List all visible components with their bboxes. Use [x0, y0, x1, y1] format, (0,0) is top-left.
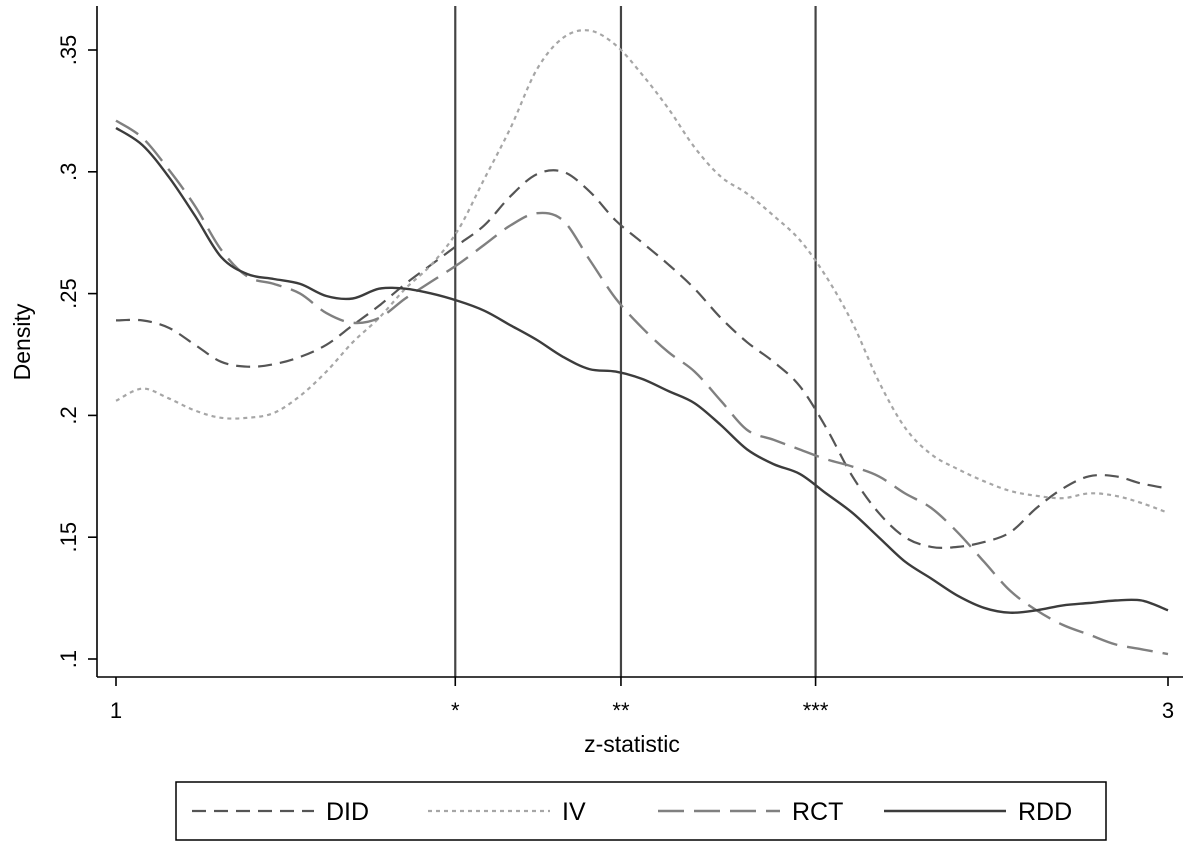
series-lines	[115, 29, 1169, 656]
y-tick-label-3: .25	[56, 278, 81, 309]
legend-label-did: DID	[326, 798, 369, 826]
x-tick-label-2: **	[612, 698, 630, 723]
y-tick-label-1: .15	[56, 522, 81, 553]
legend-label-rdd: RDD	[1018, 798, 1072, 826]
legend-label-rct: RCT	[792, 798, 843, 826]
x-tick-label-1: *	[451, 698, 460, 723]
legend-label-iv: IV	[562, 798, 586, 826]
y-tick-label-2: .2	[56, 406, 81, 424]
series-line-rdd	[115, 126, 1169, 614]
axes: .1.15.2.25.3.351 * ** *** 3	[56, 6, 1183, 723]
y-axis-title: Density	[9, 303, 35, 380]
x-tick-label-4: 3	[1162, 698, 1174, 723]
y-tick-label-5: .35	[56, 35, 81, 66]
series-line-rct	[115, 119, 1169, 656]
series-line-iv	[115, 29, 1169, 514]
x-axis-title: z-statistic	[584, 731, 680, 757]
y-tick-label-4: .3	[56, 163, 81, 181]
legend: DID IV RCT RDD	[175, 781, 1107, 841]
y-tick-label-0: .1	[56, 650, 81, 668]
x-tick-label-3: ***	[803, 698, 829, 723]
x-tick-label-0: 1	[110, 698, 122, 723]
significance-lines	[454, 6, 817, 677]
series-line-did	[115, 169, 1169, 549]
